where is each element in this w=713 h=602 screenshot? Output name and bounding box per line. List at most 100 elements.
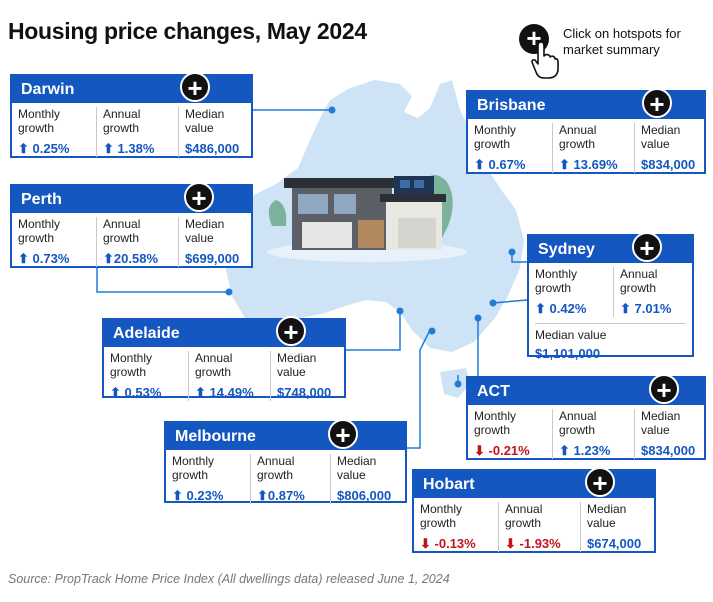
act-hotspot-dot — [474, 314, 482, 322]
monthly-growth-value: ⬆ 0.73% — [18, 251, 70, 266]
median-value: $1,101,000 — [535, 346, 601, 361]
arrow-up-icon: ⬆ — [559, 443, 570, 458]
arrow-down-icon: ⬇ — [505, 536, 516, 551]
city-card-header: Perth + — [12, 182, 251, 213]
monthly-growth-value: ⬆ 0.23% — [172, 488, 224, 503]
annual-growth-value: ⬆ 13.69% — [559, 157, 618, 172]
hotspot-hint-text: Click on hotspots for market summary — [563, 26, 681, 57]
expand-hotspot-button[interactable]: + — [642, 88, 672, 118]
house-illustration — [267, 174, 467, 262]
annual-growth-label: Annual growth — [103, 107, 141, 135]
city-card-header: Melbourne + — [166, 419, 405, 450]
annual-growth-label: Annual growth — [559, 123, 597, 151]
arrow-up-icon: ⬆ — [474, 157, 485, 172]
city-card-header: Sydney + — [529, 232, 692, 263]
annual-growth-value: ⬆ 1.23% — [559, 443, 611, 458]
median-value-label: Median value — [641, 409, 681, 437]
arrow-up-icon: ⬆ — [18, 251, 29, 266]
city-card-perth: Perth + Monthly growth ⬆ 0.73% Annual gr… — [10, 182, 253, 268]
annual-growth-value: ⬆20.58% — [103, 251, 158, 266]
city-card-brisbane: Brisbane + Monthly growth ⬆ 0.67% Annual… — [466, 88, 706, 174]
arrow-up-icon: ⬆ — [110, 385, 121, 400]
city-name: ACT — [477, 383, 510, 400]
expand-hotspot-button[interactable]: + — [328, 419, 358, 449]
monthly-growth-value: ⬆ 0.42% — [535, 301, 587, 316]
city-card-hobart: Hobart + Monthly growth ⬇ -0.13% Annual … — [412, 467, 656, 553]
expand-hotspot-button[interactable]: + — [649, 374, 679, 404]
city-card-act: ACT + Monthly growth ⬇ -0.21% Annual gro… — [466, 374, 706, 460]
expand-hotspot-button[interactable]: + — [585, 467, 615, 497]
hand-pointer-icon — [531, 41, 559, 79]
median-value: $699,000 — [185, 251, 240, 266]
median-value-label: Median value — [337, 454, 377, 482]
monthly-growth-label: Monthly growth — [110, 351, 153, 379]
city-card-header: ACT + — [468, 374, 704, 405]
annual-growth-value: ⬆ 14.49% — [195, 385, 254, 400]
city-card-adelaide: Adelaide + Monthly growth ⬆ 0.53% Annual… — [102, 316, 346, 401]
perth-hotspot-dot — [225, 288, 233, 296]
arrow-up-icon: ⬆ — [172, 488, 183, 503]
annual-growth-label: Annual growth — [195, 351, 233, 379]
monthly-growth-value: ⬆ 0.53% — [110, 385, 162, 400]
adelaide-hotspot-dot — [396, 307, 404, 315]
expand-hotspot-button[interactable]: + — [632, 232, 662, 262]
median-value: $674,000 — [587, 536, 642, 551]
arrow-down-icon: ⬇ — [420, 536, 431, 551]
annual-growth-label: Annual growth — [505, 502, 543, 530]
arrow-up-icon: ⬆ — [257, 488, 268, 503]
median-value-label: Median value — [277, 351, 317, 379]
annual-growth-label: Annual growth — [620, 267, 658, 295]
median-value-label: Median value — [185, 107, 225, 135]
median-value: $834,000 — [641, 443, 696, 458]
annual-growth-label: Annual growth — [559, 409, 597, 437]
annual-growth-value: ⬆0.87% — [257, 488, 305, 503]
monthly-growth-value: ⬇ -0.13% — [420, 536, 476, 551]
median-value: $834,000 — [641, 157, 696, 172]
brisbane-hotspot-dot — [508, 248, 516, 256]
median-value: $486,000 — [185, 141, 240, 156]
arrow-down-icon: ⬇ — [474, 443, 485, 458]
monthly-growth-label: Monthly growth — [474, 409, 517, 437]
arrow-up-icon: ⬆ — [18, 141, 29, 156]
expand-hotspot-button[interactable]: + — [180, 72, 210, 102]
city-card-header: Brisbane + — [468, 88, 704, 119]
card-divider — [535, 323, 686, 324]
median-value-label: Median value — [587, 502, 627, 530]
expand-hotspot-button[interactable]: + — [276, 316, 306, 346]
expand-hotspot-button[interactable]: + — [184, 182, 214, 212]
monthly-growth-label: Monthly growth — [420, 502, 463, 530]
city-card-header: Darwin + — [12, 72, 251, 103]
city-name: Melbourne — [175, 428, 256, 445]
source-note: Source: PropTrack Home Price Index (All … — [8, 572, 450, 586]
monthly-growth-label: Monthly growth — [172, 454, 215, 482]
city-name: Perth — [21, 191, 62, 208]
annual-growth-label: Annual growth — [257, 454, 295, 482]
monthly-growth-value: ⬆ 0.67% — [474, 157, 526, 172]
city-name: Brisbane — [477, 97, 546, 114]
monthly-growth-value: ⬆ 0.25% — [18, 141, 70, 156]
median-value-label: Median value — [535, 328, 607, 342]
arrow-up-icon: ⬆ — [620, 301, 631, 316]
city-name: Darwin — [21, 81, 75, 98]
monthly-growth-value: ⬇ -0.21% — [474, 443, 530, 458]
arrow-up-icon: ⬆ — [103, 251, 114, 266]
city-card-melbourne: Melbourne + Monthly growth ⬆ 0.23% Annua… — [164, 419, 407, 504]
monthly-growth-label: Monthly growth — [474, 123, 517, 151]
city-card-sydney: Sydney + Monthly growth ⬆ 0.42% Annual g… — [527, 232, 694, 361]
median-value: $748,000 — [277, 385, 332, 400]
melbourne-hotspot-dot — [428, 327, 436, 335]
annual-growth-value: ⬇ -1.93% — [505, 536, 561, 551]
arrow-up-icon: ⬆ — [535, 301, 546, 316]
city-card-header: Adelaide + — [104, 316, 344, 347]
annual-growth-label: Annual growth — [103, 217, 141, 245]
hobart-hotspot-dot — [454, 380, 462, 388]
monthly-growth-label: Monthly growth — [18, 107, 61, 135]
city-name: Hobart — [423, 476, 475, 493]
median-value-label: Median value — [185, 217, 225, 245]
arrow-up-icon: ⬆ — [559, 157, 570, 172]
annual-growth-value: ⬆ 1.38% — [103, 141, 155, 156]
monthly-growth-label: Monthly growth — [535, 267, 578, 295]
sydney-hotspot-dot — [489, 299, 497, 307]
darwin-hotspot-dot — [328, 106, 336, 114]
city-name: Adelaide — [113, 325, 180, 342]
